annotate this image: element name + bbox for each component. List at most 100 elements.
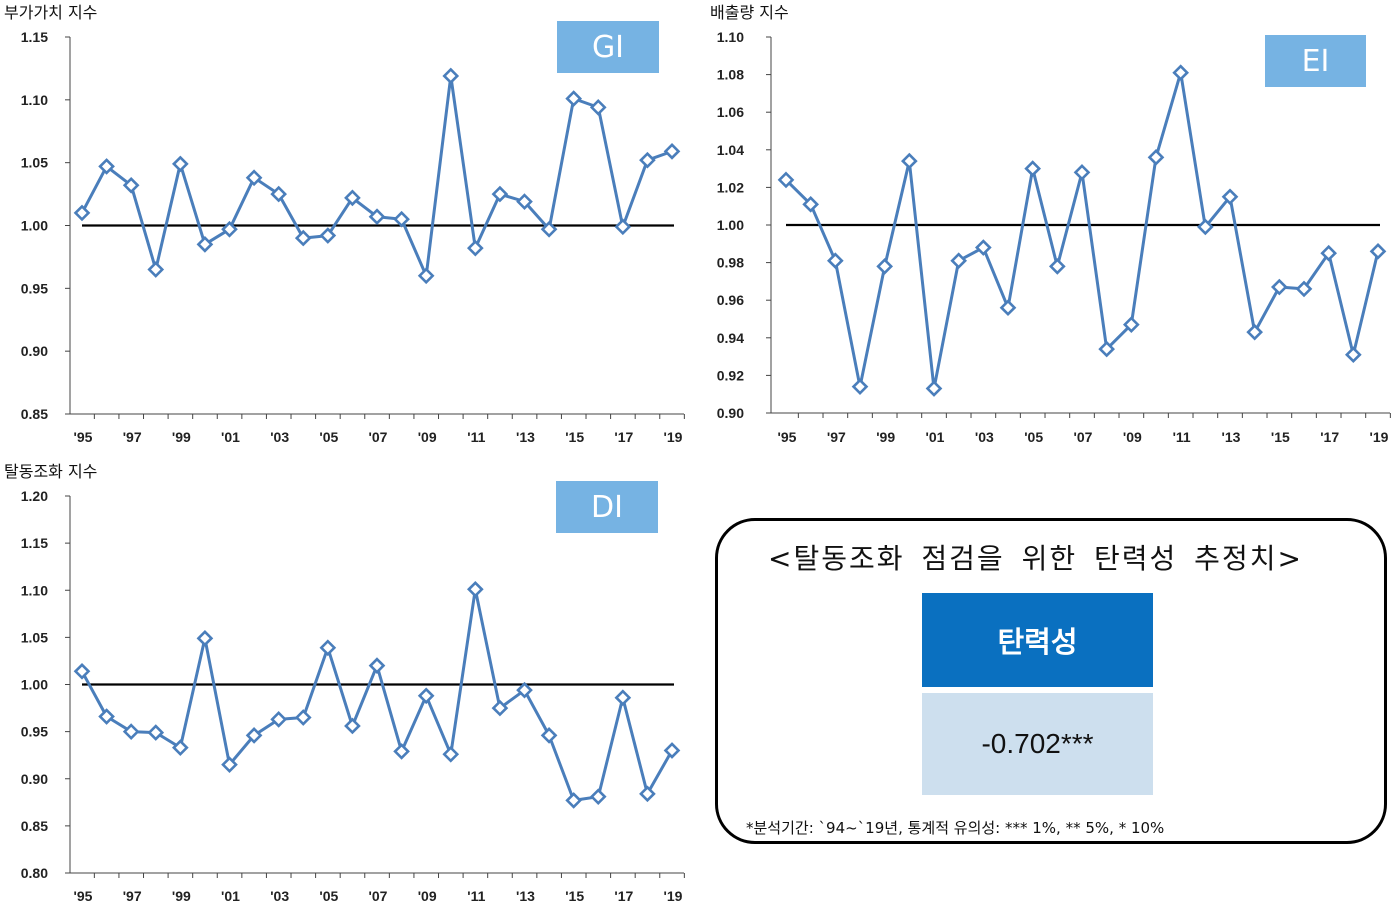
- ei-y-tick-label: 1.08: [717, 67, 744, 83]
- di-point: [270, 711, 288, 728]
- ei-x-tick-label: '19: [1370, 429, 1389, 445]
- gi-point: [589, 99, 607, 116]
- gi-point: [294, 229, 312, 247]
- di-y-tick-label: 0.85: [21, 818, 48, 834]
- ei-point: [1295, 280, 1313, 298]
- ei-x-tick-label: '97: [827, 429, 846, 445]
- estimate-note: *분석기간: `94~`19년, 통계적 유의성: *** 1%, ** 5%,…: [746, 819, 1165, 837]
- ei-y-tick-label: 1.06: [717, 104, 744, 120]
- gi-y-axis-title: 부가가치 지수: [4, 3, 97, 22]
- gi-x-tick-label: '17: [614, 429, 633, 445]
- ei-point: [900, 152, 918, 170]
- gi-point: [540, 220, 558, 238]
- gi-point: [368, 208, 386, 226]
- ei-point: [777, 171, 795, 189]
- ei-y-tick-label: 0.94: [717, 330, 744, 346]
- gi-point: [491, 185, 509, 203]
- di-point: [663, 742, 681, 759]
- di-point: [122, 723, 140, 740]
- ei-y-tick-label: 0.92: [717, 367, 744, 383]
- ei-point: [925, 380, 943, 397]
- gi-y-tick-label: 0.85: [21, 406, 48, 422]
- di-point: [294, 709, 312, 726]
- di-x-tick-label: '07: [369, 888, 388, 904]
- di-y-tick-label: 1.05: [21, 629, 48, 645]
- ei-point: [999, 299, 1017, 317]
- di-point: [540, 727, 558, 744]
- di-point: [639, 785, 656, 803]
- ei-x-tick-label: '13: [1222, 429, 1241, 445]
- gi-x-tick-label: '15: [565, 429, 584, 445]
- di-y-tick-label: 0.80: [21, 865, 48, 881]
- ei-point: [974, 239, 992, 256]
- ei-x-tick-label: '07: [1074, 429, 1093, 445]
- ei-x-tick-label: '01: [926, 429, 945, 445]
- di-point: [491, 699, 509, 717]
- di-point: [98, 708, 115, 725]
- di-badge: DI: [556, 481, 658, 533]
- di-point: [73, 662, 91, 680]
- ei-point: [950, 252, 968, 270]
- ei-badge: EI: [1265, 35, 1366, 87]
- gi-y-tick-label: 1.05: [21, 155, 48, 171]
- gi-point: [245, 169, 263, 187]
- gi-point: [417, 267, 435, 285]
- di-x-tick-label: '97: [123, 888, 142, 904]
- ei-point: [1147, 148, 1165, 166]
- gi-point: [171, 155, 189, 173]
- di-x-tick-label: '15: [565, 888, 584, 904]
- ei-x-tick-label: '17: [1320, 429, 1339, 445]
- gi-point: [196, 236, 214, 253]
- di-x-tick-label: '01: [221, 888, 240, 904]
- elasticity-estimate-box: <탈동조화 점검을 위한 탄력성 추정치> 탄력성 -0.702*** *분석기…: [715, 518, 1387, 844]
- di-point: [221, 756, 238, 773]
- ei-point: [1048, 258, 1066, 275]
- gi-point: [442, 67, 460, 85]
- gi-chart: 1.15 1.10 1.05 1.00 0.95 0.90 0.85 '95 '97 '99 '01…: [4, 3, 685, 445]
- ei-x-tick-label: '15: [1271, 429, 1290, 445]
- ei-point: [802, 195, 820, 213]
- gi-point: [270, 185, 288, 203]
- gi-point: [466, 239, 484, 257]
- di-point: [417, 687, 435, 705]
- ei-point: [1320, 244, 1338, 262]
- gi-point: [639, 151, 656, 169]
- di-point: [442, 745, 460, 763]
- estimate-header: 탄력성: [922, 593, 1153, 687]
- gi-x-tick-label: '13: [516, 429, 535, 445]
- di-point: [147, 724, 165, 741]
- ei-y-tick-label: 1.10: [717, 29, 744, 45]
- ei-point: [826, 252, 844, 270]
- gi-y-tick-label: 1.00: [21, 218, 48, 234]
- di-point: [516, 681, 533, 699]
- di-point: [368, 657, 386, 674]
- estimate-title: <탈동조화 점검을 위한 탄력성 추정치>: [768, 542, 1303, 575]
- estimate-value: -0.702***: [922, 693, 1153, 795]
- gi-point: [393, 210, 410, 228]
- di-point: [393, 743, 410, 760]
- ei-y-tick-label: 1.02: [717, 179, 744, 195]
- di-point: [196, 629, 214, 647]
- ei-point: [1221, 188, 1239, 206]
- di-x-tick-label: '03: [270, 888, 289, 904]
- gi-y-tick-label: 0.90: [21, 343, 48, 359]
- di-y-tick-label: 1.10: [21, 582, 48, 598]
- gi-series-line: [80, 74, 673, 278]
- gi-x-tick-label: '97: [123, 429, 142, 445]
- gi-point: [147, 261, 165, 278]
- gi-y-tick-label: 0.95: [21, 280, 48, 296]
- di-y-tick-label: 1.15: [21, 535, 48, 551]
- gi-point: [344, 189, 361, 207]
- gi-y-tick-label: 1.10: [21, 92, 48, 108]
- di-point: [245, 727, 263, 744]
- gi-point: [565, 90, 583, 107]
- gi-point: [319, 227, 337, 244]
- di-series-line: [80, 587, 674, 802]
- ei-x-tick-label: '03: [975, 429, 994, 445]
- di-point: [344, 717, 361, 735]
- ei-point: [1172, 64, 1190, 82]
- gi-point: [73, 204, 91, 222]
- ei-point: [1344, 346, 1362, 364]
- gi-y-tick-label: 1.15: [21, 29, 48, 45]
